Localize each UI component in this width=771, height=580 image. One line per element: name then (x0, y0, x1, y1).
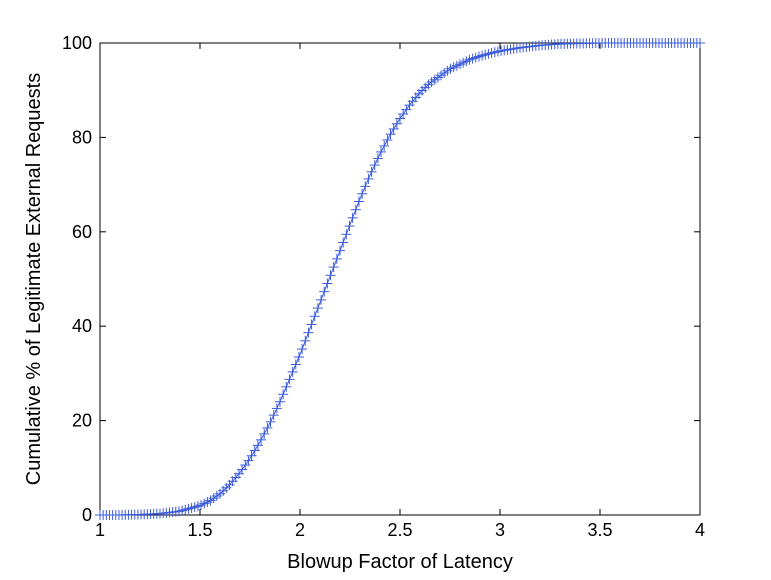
x-axis: 1 1.5 2 2.5 3 3.5 4 (95, 43, 705, 540)
data-point-marker (265, 416, 276, 427)
y-tick-label: 40 (72, 316, 92, 336)
x-tick-label: 4 (695, 520, 705, 540)
data-point-marker (293, 352, 304, 363)
data-point-marker (325, 270, 336, 281)
data-point-marker (252, 440, 263, 451)
data-point-marker (360, 181, 371, 192)
data-point-marker (312, 303, 323, 314)
data-point-marker (262, 422, 273, 433)
data-point-marker (379, 140, 390, 151)
data-point-marker (278, 389, 289, 400)
data-point-marker (246, 450, 257, 461)
data-point-marker (363, 173, 374, 184)
y-tick-label: 60 (72, 222, 92, 242)
data-point-marker (297, 344, 308, 355)
data-point-marker (338, 237, 349, 248)
data-point-marker (306, 319, 317, 330)
data-point-marker (290, 359, 301, 370)
data-point-marker (256, 434, 267, 445)
data-point-marker (369, 160, 380, 171)
y-tick-label: 0 (82, 505, 92, 525)
data-point-marker (268, 410, 279, 421)
y-axis-label: Cumulative % of Legitimate External Requ… (23, 73, 45, 485)
data-point-marker (275, 396, 285, 407)
data-point-marker (259, 428, 270, 439)
data-point-marker (350, 204, 361, 215)
data-point-marker (287, 366, 298, 377)
data-point-marker (357, 188, 368, 199)
x-tick-label: 2.5 (387, 520, 412, 540)
y-tick-label: 80 (72, 127, 92, 147)
x-axis-label: Blowup Factor of Latency (287, 551, 513, 573)
data-point-marker (331, 253, 342, 264)
data-point-marker (322, 278, 333, 289)
data-point-marker (300, 335, 311, 346)
x-tick-label: 3 (495, 520, 505, 540)
data-point-marker (316, 294, 327, 305)
data-point-marker (249, 445, 260, 456)
x-tick-label: 2 (295, 520, 305, 540)
data-point-marker (344, 221, 355, 232)
y-tick-label: 20 (72, 411, 92, 431)
data-point-marker (385, 129, 396, 140)
x-tick-label: 1.5 (187, 520, 212, 540)
data-point-marker (353, 196, 364, 207)
y-axis: 0 20 40 60 80 100 (62, 33, 700, 525)
data-point-marker (391, 118, 402, 129)
data-point-marker (366, 166, 377, 177)
data-point-marker (695, 38, 705, 48)
x-tick-label: 1 (95, 520, 105, 540)
data-point-marker (382, 135, 393, 146)
y-tick-label: 100 (62, 33, 92, 53)
data-point-marker (309, 311, 320, 322)
data-point-marker (335, 245, 345, 256)
data-point-marker (376, 146, 387, 157)
data-point-marker (388, 123, 399, 134)
data-point-marker (347, 212, 358, 223)
data-point-marker (271, 403, 282, 414)
data-point-marker (281, 381, 292, 392)
data-point-marker (372, 153, 383, 164)
x-tick-label: 3.5 (587, 520, 612, 540)
series-layer (95, 38, 705, 520)
data-point-marker (341, 229, 352, 240)
data-point-marker (328, 262, 339, 273)
data-point-marker (319, 286, 330, 297)
data-point-marker (284, 374, 295, 385)
data-point-marker (303, 327, 314, 338)
